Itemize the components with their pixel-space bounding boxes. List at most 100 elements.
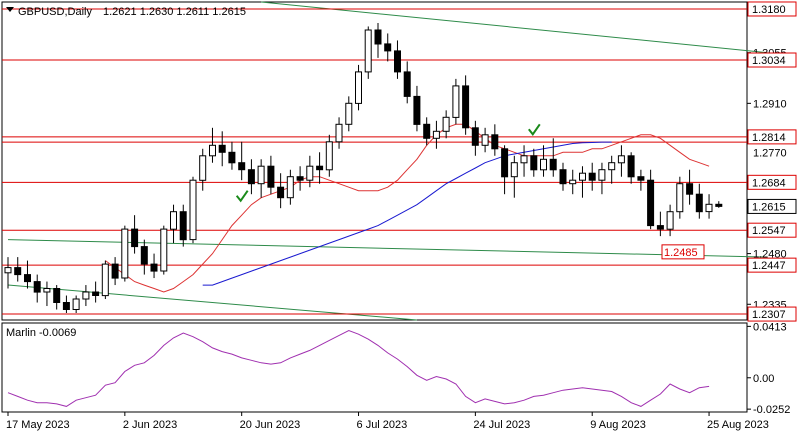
level-label: 1.2684 xyxy=(752,177,786,189)
level-label-box xyxy=(747,129,797,145)
candle-body xyxy=(189,179,197,241)
candle-body xyxy=(160,228,168,272)
candle-body xyxy=(510,162,518,178)
candle-body xyxy=(296,176,304,181)
candle-body xyxy=(335,123,343,143)
candle-body xyxy=(316,165,324,171)
annotation-label: 1.2485 xyxy=(664,247,698,259)
candle-body xyxy=(131,228,139,248)
candle-body xyxy=(53,288,61,303)
candle-body xyxy=(267,165,275,188)
level-label-box xyxy=(747,52,797,68)
candle-body xyxy=(530,155,538,171)
candle-body xyxy=(559,169,567,185)
current-price-box xyxy=(747,198,797,214)
level-label: 1.2814 xyxy=(752,132,786,144)
candle-body xyxy=(277,186,285,199)
x-tick-label: 24 Jul 2023 xyxy=(473,419,530,431)
candle-body xyxy=(72,298,80,310)
candle-body xyxy=(209,144,216,157)
candle-body xyxy=(111,263,119,279)
level-label: 1.2447 xyxy=(752,260,786,272)
candle-body xyxy=(501,148,509,178)
candle-body xyxy=(140,246,148,265)
candle-body xyxy=(627,155,635,178)
marlin-line xyxy=(7,329,710,407)
candle-body xyxy=(286,176,294,199)
current-price-label: 1.2615 xyxy=(752,201,786,213)
candle-body xyxy=(598,169,606,181)
candle-body xyxy=(62,302,70,310)
candle-body xyxy=(579,172,586,181)
candle-body xyxy=(569,179,577,185)
candle-body xyxy=(481,134,489,146)
sub-y-tick-label: 0.00 xyxy=(753,373,774,385)
candle-body xyxy=(345,102,353,125)
y-tick-label: 1.2770 xyxy=(753,147,787,159)
candle-body xyxy=(656,225,664,230)
marlin-plot xyxy=(7,329,710,407)
candle-body xyxy=(218,144,226,153)
candle-body xyxy=(92,291,100,296)
marlin-label: Marlin -0.0069 xyxy=(6,327,76,339)
y-tick-label: 1.2910 xyxy=(753,98,787,110)
level-label: 1.2307 xyxy=(752,309,786,321)
x-tick-label: 2 Jun 2023 xyxy=(123,419,177,431)
x-tick-label: 25 Aug 2023 xyxy=(707,419,769,431)
candle-body xyxy=(462,85,470,129)
level-label-box xyxy=(747,306,797,322)
x-tick-label: 20 Jun 2023 xyxy=(240,419,301,431)
candle-body xyxy=(403,71,411,97)
candle-body xyxy=(432,130,440,139)
sub-pane-frame xyxy=(1,322,748,413)
candle-body xyxy=(471,127,479,146)
level-label-box xyxy=(747,1,797,17)
ohlc-readout: 1.2621 1.2630 1.2611 1.2615 xyxy=(103,6,246,18)
level-label: 1.2547 xyxy=(752,225,786,237)
candle-body xyxy=(24,274,31,283)
candle-body xyxy=(520,155,528,164)
candle-body xyxy=(257,165,265,185)
candle-body xyxy=(705,203,713,213)
level-label: 1.3180 xyxy=(752,4,786,16)
sub-y-tick-label: 0.0413 xyxy=(753,321,787,333)
level-label-box xyxy=(747,257,797,273)
candle-body xyxy=(384,43,392,52)
candle-body xyxy=(150,263,158,272)
candle-body xyxy=(14,267,22,276)
candle-body xyxy=(179,211,187,241)
candle-body xyxy=(715,203,723,207)
candle-body xyxy=(549,158,557,171)
candle-body xyxy=(413,95,421,125)
candle-body xyxy=(637,176,645,181)
level-label: 1.3034 xyxy=(752,55,786,67)
candle-body xyxy=(82,291,90,300)
candle-body xyxy=(588,172,596,181)
candle-body xyxy=(247,169,255,185)
symbol-label: GBPUSD,Daily xyxy=(18,6,92,18)
candle-body xyxy=(33,281,41,293)
candle-body xyxy=(374,29,382,45)
candle-body xyxy=(364,29,372,73)
candle-body xyxy=(676,183,684,213)
collapse-arrow-icon[interactable] xyxy=(6,7,14,12)
ma-red-line xyxy=(105,123,710,293)
candle-body xyxy=(121,228,129,279)
candle-body xyxy=(325,141,333,171)
candle-body xyxy=(238,162,246,171)
level-label-box xyxy=(747,174,797,190)
candle-body xyxy=(442,116,450,132)
candle-body xyxy=(170,211,177,230)
candle-body xyxy=(4,267,12,274)
candle-body xyxy=(423,123,431,139)
main-pane-frame xyxy=(1,1,748,321)
channel-line xyxy=(261,1,768,54)
main-plot: 1.2485 xyxy=(2,1,768,321)
x-tick-label: 17 May 2023 xyxy=(6,419,70,431)
candle-body xyxy=(43,288,51,293)
candle-body xyxy=(686,183,694,195)
candle-body xyxy=(452,85,460,118)
checkmark-icon xyxy=(528,123,541,136)
